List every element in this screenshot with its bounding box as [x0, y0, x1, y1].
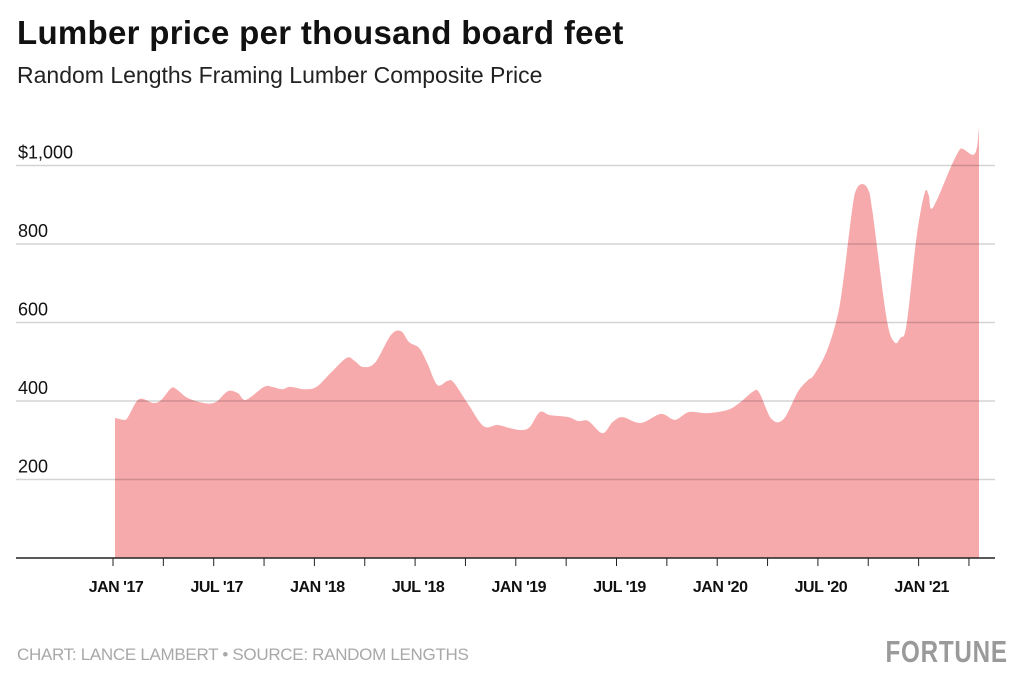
x-tick-label: JAN '21 [894, 579, 949, 596]
y-tick-label: 800 [18, 221, 48, 241]
y-tick-label: 600 [18, 300, 48, 320]
chart-credit: CHART: LANCE LAMBERT • SOURCE: RANDOM LE… [17, 645, 469, 664]
chart-subtitle: Random Lengths Framing Lumber Composite … [17, 62, 543, 88]
chart-title: Lumber price per thousand board feet [17, 14, 624, 51]
x-tick-label: JUL '20 [795, 579, 848, 596]
x-tick-label: JUL '17 [190, 579, 243, 596]
x-tick-label: JAN '20 [693, 579, 748, 596]
x-tick-label: JAN '17 [89, 579, 144, 596]
y-tick-label: 200 [18, 457, 48, 477]
fortune-logo: FORTUNE [885, 634, 1008, 669]
x-tick-label: JUL '18 [392, 579, 445, 596]
y-tick-label: 400 [18, 378, 48, 398]
x-tick-label: JUL '19 [593, 579, 646, 596]
price-area [115, 127, 980, 558]
x-tick-label: JAN '18 [290, 579, 345, 596]
y-tick-label: $1,000 [18, 143, 73, 163]
x-tick-label: JAN '19 [492, 579, 547, 596]
